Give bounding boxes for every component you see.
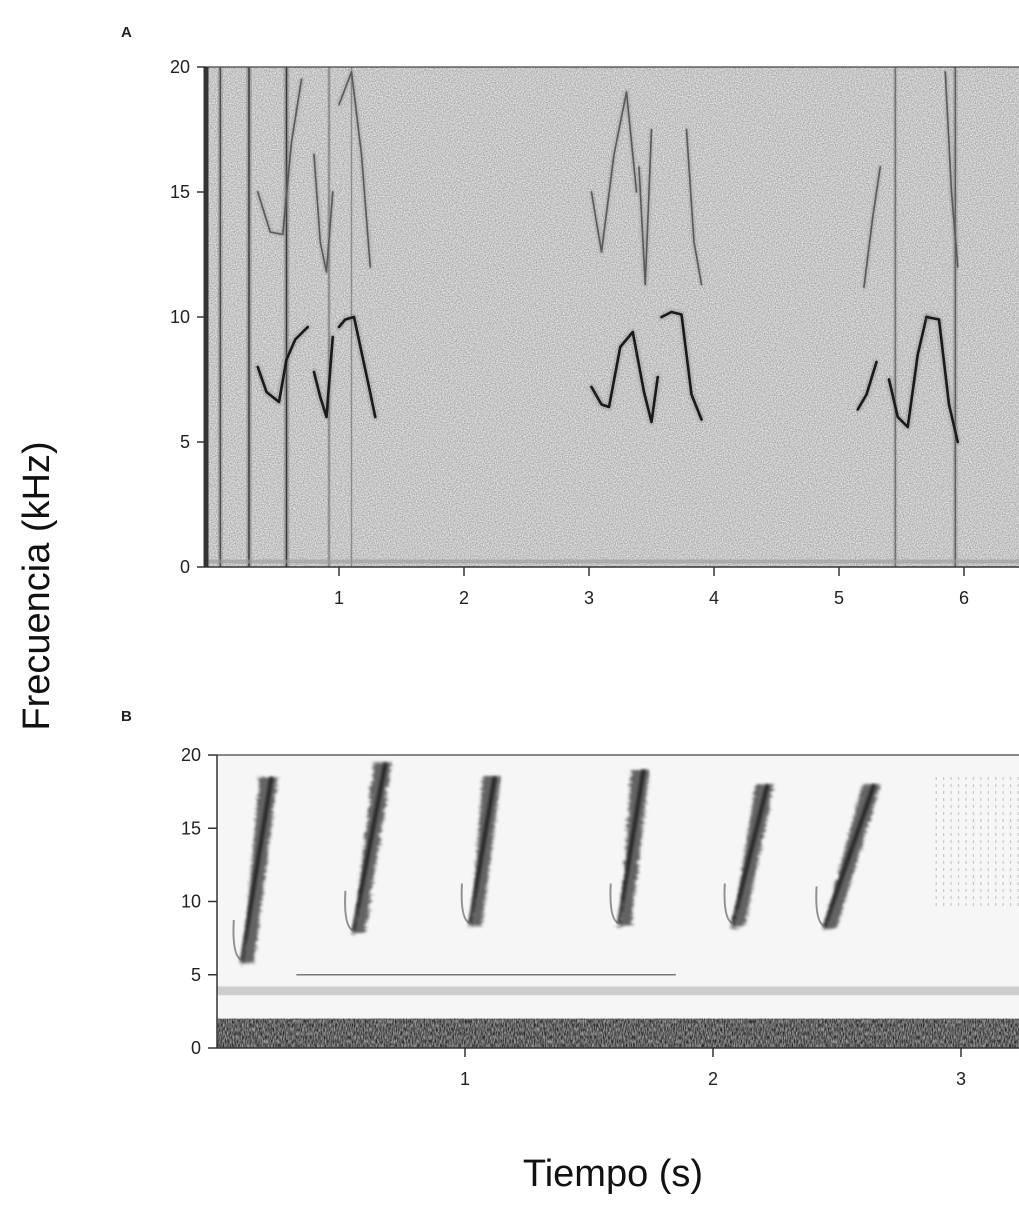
song-trace xyxy=(312,335,335,419)
panel-b-letter: B xyxy=(121,708,132,725)
y-tick-label: 15 xyxy=(170,182,190,202)
y-tick-label: 0 xyxy=(180,557,190,577)
syllable xyxy=(609,769,650,928)
panel-b: B 0 5 10 15 20 1 2 3 xyxy=(121,708,1019,1089)
syllable-core xyxy=(730,783,770,924)
song-trace xyxy=(685,128,703,286)
song-trace xyxy=(313,153,334,273)
song-trace xyxy=(338,71,372,268)
song-trace xyxy=(925,315,960,444)
y-tick-label: 5 xyxy=(180,432,190,452)
syllable-core xyxy=(239,776,274,961)
song-trace xyxy=(590,330,660,424)
syllable-hook xyxy=(460,883,471,925)
y-tick-label: 5 xyxy=(191,965,201,985)
syllable xyxy=(815,783,881,931)
song-trace xyxy=(660,310,703,421)
song-trace xyxy=(638,128,653,286)
song-trace xyxy=(256,78,303,236)
syllable-hook xyxy=(815,886,826,928)
song-trace xyxy=(856,360,878,411)
x-tick-label: 2 xyxy=(708,1069,718,1089)
song-trace xyxy=(863,166,882,288)
low-frequency-noise-texture xyxy=(217,1018,1019,1048)
x-tick-label: 6 xyxy=(959,588,969,608)
syllable-core xyxy=(351,761,388,932)
y-tick-label: 20 xyxy=(181,745,201,765)
syllable-hook xyxy=(232,920,243,962)
panel-a-letter: A xyxy=(121,24,132,41)
song-trace xyxy=(590,91,638,253)
song-trace xyxy=(256,325,310,404)
syllable-core xyxy=(467,776,497,924)
syllable-hook xyxy=(344,890,354,932)
y-tick-label: 15 xyxy=(181,818,201,838)
x-tick-label: 1 xyxy=(460,1069,470,1089)
x-tick-label: 5 xyxy=(834,588,844,608)
song-trace xyxy=(944,71,959,268)
syllable-hook xyxy=(723,883,734,925)
y-tick-label: 10 xyxy=(170,307,190,327)
x-tick-label: 2 xyxy=(459,588,469,608)
x-tick-label: 1 xyxy=(334,588,344,608)
y-tick-label: 0 xyxy=(191,1038,201,1058)
song-trace xyxy=(337,315,377,419)
panel-a-plot-area xyxy=(206,67,1019,567)
x-tick-label: 3 xyxy=(584,588,594,608)
panel-a: A 0 5 10 15 20 1 2 3 4 5 6 xyxy=(121,24,1019,608)
song-trace xyxy=(887,315,928,429)
syllable xyxy=(344,761,392,935)
y-tick-label: 20 xyxy=(170,57,190,77)
y-tick-label: 10 xyxy=(181,892,201,912)
click-band xyxy=(327,67,331,567)
x-tick-label: 3 xyxy=(956,1069,966,1089)
syllable xyxy=(723,783,774,928)
y-axis-title: Frecuencia (kHz) xyxy=(16,441,58,730)
panel-b-background xyxy=(217,755,1019,1048)
panel-b-plot-area xyxy=(217,755,1019,1048)
low-frequency-noise-band xyxy=(206,559,1019,564)
syllable-hook xyxy=(609,883,620,925)
syllable xyxy=(460,776,501,928)
mid-noise-band xyxy=(217,986,1019,996)
syllable-core xyxy=(822,783,877,928)
syllable-core xyxy=(616,769,646,924)
x-tick-label: 4 xyxy=(709,588,719,608)
panel-a-noise xyxy=(206,67,1019,567)
x-axis-title: Tiempo (s) xyxy=(523,1153,703,1195)
syllable xyxy=(232,776,278,965)
